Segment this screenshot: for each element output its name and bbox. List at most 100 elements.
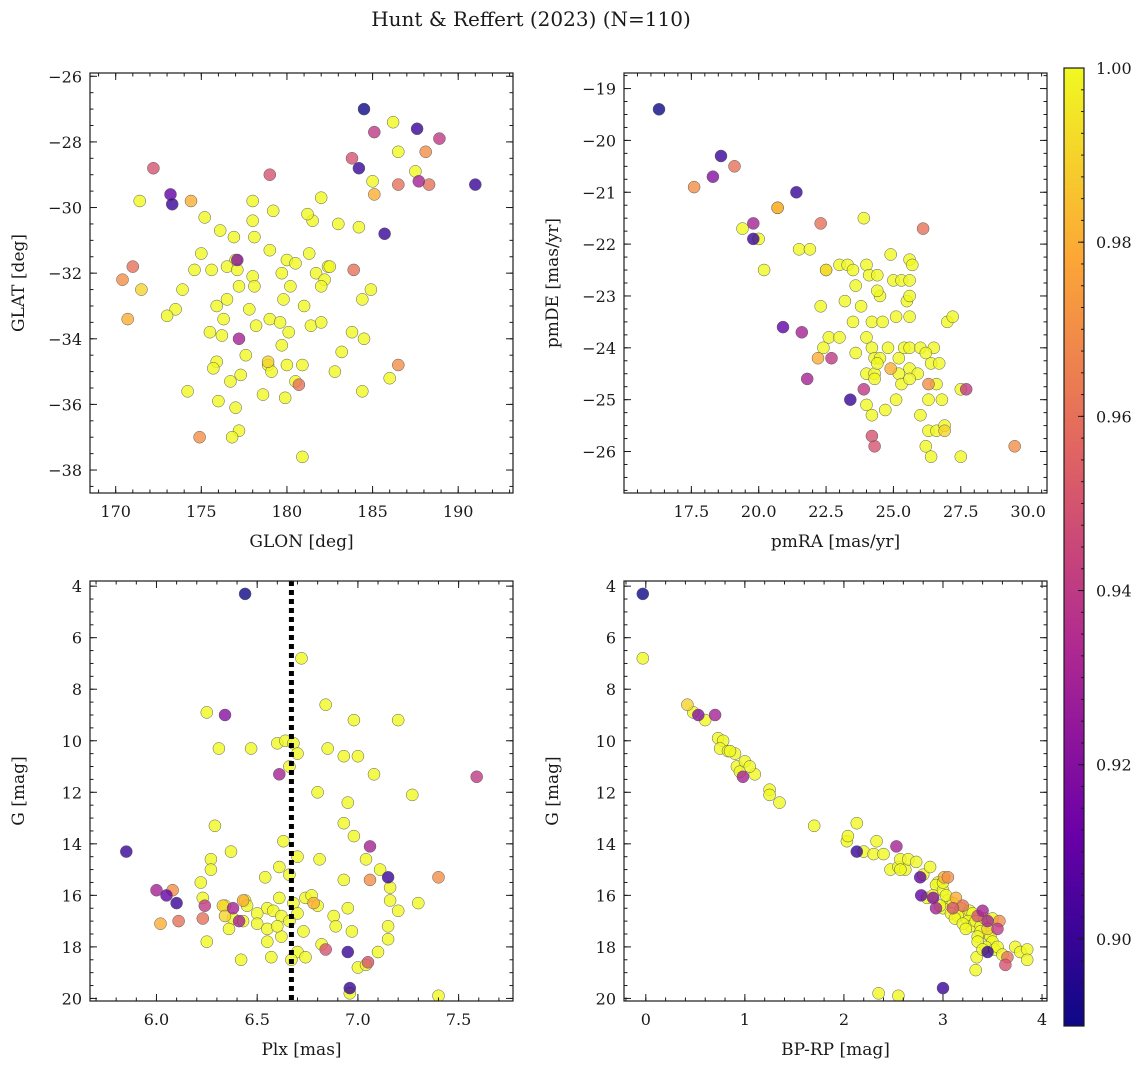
data-point xyxy=(120,845,133,858)
y-tick-label: 14 xyxy=(596,835,616,854)
colorbar-tick-label: 0.96 xyxy=(1096,407,1132,426)
data-point xyxy=(239,348,253,362)
data-point xyxy=(865,429,879,443)
data-point xyxy=(687,180,701,194)
x-tick-label: 3 xyxy=(938,1010,948,1029)
x-tick-label: 180 xyxy=(272,502,303,521)
data-point xyxy=(231,253,244,267)
data-point xyxy=(876,315,889,329)
data-point xyxy=(850,816,864,830)
data-point xyxy=(922,393,935,406)
data-point xyxy=(392,178,405,191)
data-point xyxy=(299,950,312,964)
axes-frame xyxy=(89,72,514,494)
data-point xyxy=(234,368,247,382)
data-point xyxy=(357,102,371,116)
data-point xyxy=(433,132,446,145)
data-point xyxy=(217,312,230,326)
data-point xyxy=(849,279,862,292)
data-point xyxy=(692,708,705,722)
data-point xyxy=(309,266,323,280)
data-point xyxy=(803,243,817,256)
data-point xyxy=(224,375,237,388)
data-point xyxy=(194,876,208,889)
data-point xyxy=(176,283,189,296)
data-point xyxy=(363,840,377,853)
data-point xyxy=(205,263,218,277)
data-point xyxy=(871,284,884,298)
data-point xyxy=(203,325,217,339)
data-point xyxy=(280,358,294,372)
data-point xyxy=(959,383,973,396)
data-point xyxy=(892,351,906,365)
data-point xyxy=(314,280,328,293)
x-tick-label: 25.0 xyxy=(876,502,912,521)
data-point xyxy=(275,266,289,280)
data-point xyxy=(884,248,897,261)
data-point xyxy=(347,829,361,843)
data-point xyxy=(351,749,365,763)
data-point xyxy=(195,247,208,260)
data-point xyxy=(295,652,308,665)
y-tick-label: −25 xyxy=(582,391,616,410)
x-axis-label: GLON [deg] xyxy=(249,532,353,552)
data-point xyxy=(319,698,332,711)
data-point xyxy=(337,816,351,830)
data-point xyxy=(916,222,930,235)
data-point xyxy=(266,204,280,218)
data-point xyxy=(256,388,270,401)
data-point xyxy=(261,935,274,948)
data-point xyxy=(681,698,694,711)
data-point xyxy=(126,260,140,273)
data-point xyxy=(227,230,241,244)
axes-frame xyxy=(89,580,514,1002)
data-point xyxy=(347,713,361,727)
y-tick-label: −38 xyxy=(48,461,82,480)
x-tick-label: 185 xyxy=(357,502,388,521)
data-point xyxy=(771,201,784,215)
y-tick-label: −26 xyxy=(582,443,616,462)
data-point xyxy=(811,351,825,365)
data-points xyxy=(652,103,1021,463)
figure-title: Hunt & Reffert (2023) (N=110) xyxy=(371,7,691,31)
data-point xyxy=(296,358,309,372)
data-point xyxy=(850,845,864,858)
data-point xyxy=(258,871,272,884)
data-point xyxy=(714,149,728,163)
data-point xyxy=(367,768,381,781)
data-point xyxy=(822,331,836,344)
data-point xyxy=(250,917,264,930)
data-point xyxy=(959,922,973,936)
data-point xyxy=(307,896,320,910)
y-tick-label: 4 xyxy=(606,577,616,596)
data-point xyxy=(314,191,328,204)
data-point xyxy=(373,863,387,876)
data-point xyxy=(345,325,359,339)
data-point xyxy=(224,845,238,858)
y-tick-label: 16 xyxy=(596,886,616,905)
data-point xyxy=(265,950,278,964)
x-tick-label: 4 xyxy=(1037,1010,1047,1029)
data-point xyxy=(792,243,806,256)
data-point xyxy=(236,894,250,907)
data-point xyxy=(343,981,357,995)
data-point xyxy=(208,819,222,833)
y-tick-label: −24 xyxy=(582,339,616,358)
data-point xyxy=(282,325,295,339)
data-point xyxy=(849,346,862,360)
data-point xyxy=(218,708,232,722)
data-point xyxy=(352,161,366,175)
data-point xyxy=(860,331,873,344)
data-point xyxy=(747,232,760,246)
data-point xyxy=(757,263,771,277)
data-point xyxy=(391,713,405,727)
data-point xyxy=(345,152,359,165)
data-point xyxy=(273,891,286,905)
data-point xyxy=(814,300,827,313)
y-axis-label: G [mag] xyxy=(543,756,563,825)
data-point xyxy=(926,891,940,905)
data-point xyxy=(922,377,935,391)
data-point xyxy=(248,280,261,293)
data-point xyxy=(857,383,871,396)
